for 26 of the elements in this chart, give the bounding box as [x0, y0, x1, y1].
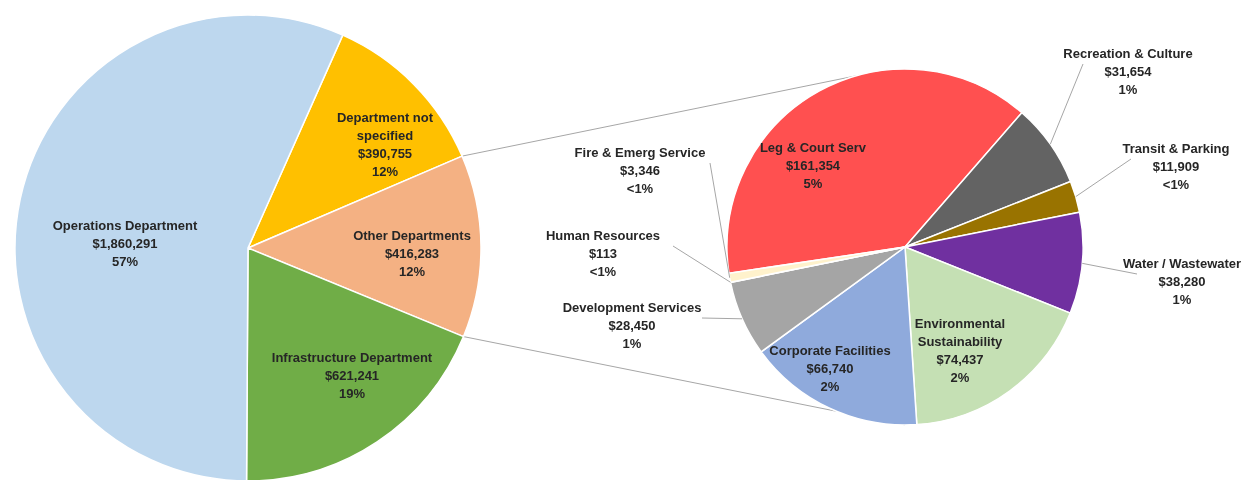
slice-label: Department not specified	[336, 110, 434, 143]
data-label: $113 <1%	[588, 246, 618, 279]
data-label: $38,280 1%	[1158, 274, 1206, 307]
data-label: $161,354 5%	[785, 158, 841, 191]
data-label: $390,755 12%	[357, 146, 413, 179]
slice-label: Transit & Parking	[1122, 141, 1230, 156]
data-label: $66,740 2%	[806, 361, 854, 394]
data-label: $31,654 1%	[1104, 64, 1153, 97]
slice-label: Fire & Emerg Service	[574, 145, 706, 160]
slice-label: Development Services	[562, 300, 702, 315]
data-label: $28,450 1%	[608, 318, 656, 351]
slice-label: Environmental Sustainability	[914, 316, 1006, 349]
slice-label: Water / Wastewater	[1122, 256, 1242, 271]
slice-label: Leg & Court Serv	[759, 140, 867, 155]
data-label: $1,860,291 57%	[92, 236, 158, 269]
slice-label: Infrastructure Department	[271, 350, 433, 365]
data-label: $74,437 2%	[936, 352, 984, 385]
slice-label: Other Departments	[353, 228, 471, 243]
data-label: $3,346 <1%	[620, 163, 660, 196]
slice-label: Human Resources	[545, 228, 661, 243]
data-label: $11,909 <1%	[1152, 159, 1200, 192]
data-label: $621,241 19%	[324, 368, 380, 401]
slice-label: Operations Department	[52, 218, 198, 233]
data-label: $416,283 12%	[384, 246, 440, 279]
slice-label: Recreation & Culture	[1063, 46, 1193, 61]
slice-label: Corporate Facilities	[769, 343, 891, 358]
